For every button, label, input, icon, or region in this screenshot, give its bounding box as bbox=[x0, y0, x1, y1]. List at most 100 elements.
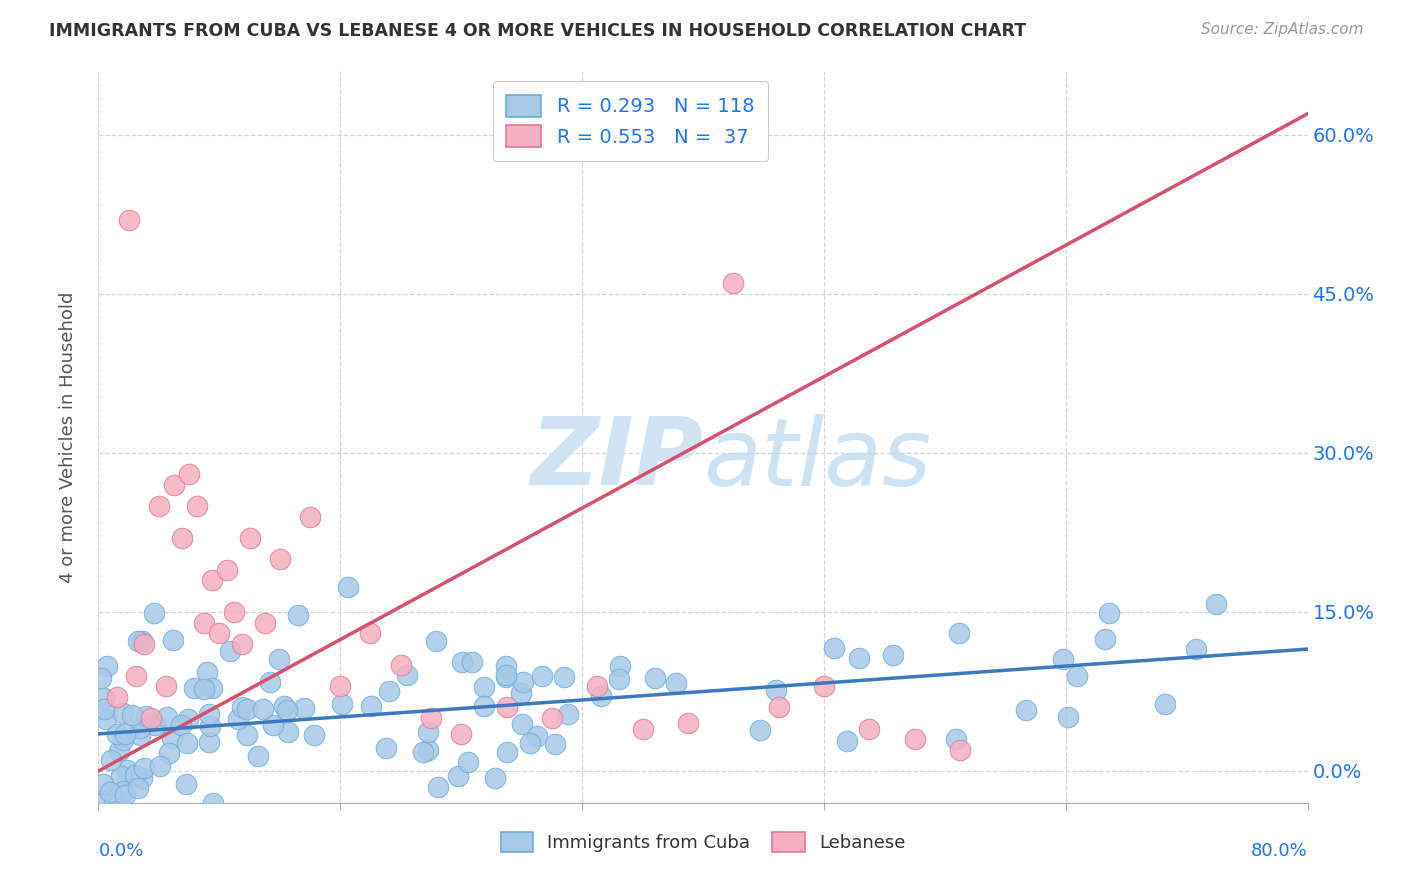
Text: ZIP: ZIP bbox=[530, 413, 703, 505]
Point bbox=[292, 700, 315, 714]
Point bbox=[495, 670, 517, 684]
Point bbox=[148, 499, 170, 513]
Point bbox=[193, 615, 215, 630]
Point bbox=[1153, 697, 1175, 711]
Point bbox=[631, 722, 654, 736]
Point bbox=[418, 725, 440, 739]
Point bbox=[96, 659, 118, 673]
Point bbox=[103, 796, 125, 810]
Point bbox=[509, 686, 531, 700]
Point bbox=[246, 749, 269, 764]
Text: 0.0%: 0.0% bbox=[98, 842, 143, 860]
Point bbox=[208, 626, 231, 640]
Point bbox=[114, 726, 136, 740]
Point bbox=[1094, 632, 1116, 646]
Point bbox=[484, 772, 506, 786]
Point bbox=[609, 659, 631, 673]
Point bbox=[451, 655, 474, 669]
Point bbox=[304, 728, 326, 742]
Legend: Immigrants from Cuba, Lebanese: Immigrants from Cuba, Lebanese bbox=[494, 824, 912, 860]
Point bbox=[132, 637, 155, 651]
Point bbox=[665, 676, 688, 690]
Point bbox=[495, 659, 517, 673]
Point bbox=[553, 670, 575, 684]
Point bbox=[170, 531, 193, 545]
Point bbox=[591, 689, 613, 703]
Point bbox=[882, 648, 904, 662]
Point bbox=[200, 681, 222, 696]
Point bbox=[389, 658, 412, 673]
Point bbox=[337, 580, 360, 594]
Point bbox=[131, 633, 153, 648]
Point bbox=[267, 652, 290, 666]
Point bbox=[112, 784, 135, 798]
Point bbox=[474, 699, 496, 714]
Point bbox=[768, 700, 790, 714]
Point bbox=[586, 679, 609, 693]
Point bbox=[948, 625, 970, 640]
Point bbox=[329, 679, 352, 693]
Point bbox=[472, 680, 495, 694]
Point bbox=[108, 795, 131, 809]
Point bbox=[98, 785, 121, 799]
Point bbox=[215, 563, 238, 577]
Point bbox=[512, 674, 534, 689]
Point bbox=[110, 769, 132, 783]
Point bbox=[195, 665, 218, 679]
Point bbox=[149, 758, 172, 772]
Point bbox=[91, 777, 114, 791]
Point bbox=[201, 573, 224, 587]
Point bbox=[395, 668, 418, 682]
Point bbox=[94, 712, 117, 726]
Point bbox=[131, 771, 153, 785]
Point bbox=[129, 721, 152, 735]
Point bbox=[117, 763, 139, 777]
Point bbox=[108, 744, 131, 758]
Point bbox=[420, 711, 443, 725]
Point bbox=[231, 637, 253, 651]
Point bbox=[198, 735, 221, 749]
Text: Source: ZipAtlas.com: Source: ZipAtlas.com bbox=[1201, 22, 1364, 37]
Point bbox=[510, 717, 533, 731]
Point bbox=[644, 671, 666, 685]
Point bbox=[111, 706, 134, 720]
Point bbox=[259, 675, 281, 690]
Point bbox=[377, 684, 399, 698]
Point bbox=[193, 681, 215, 696]
Point bbox=[813, 679, 835, 693]
Point bbox=[143, 718, 166, 732]
Point bbox=[676, 716, 699, 731]
Point bbox=[183, 681, 205, 696]
Point bbox=[224, 605, 246, 619]
Point bbox=[1205, 597, 1227, 611]
Point bbox=[142, 606, 165, 620]
Point bbox=[236, 728, 259, 742]
Point bbox=[287, 608, 309, 623]
Point bbox=[1066, 669, 1088, 683]
Text: atlas: atlas bbox=[703, 414, 931, 505]
Point bbox=[1052, 652, 1074, 666]
Point bbox=[360, 698, 382, 713]
Point bbox=[236, 702, 259, 716]
Point bbox=[177, 712, 200, 726]
Point bbox=[330, 698, 353, 712]
Point bbox=[226, 712, 249, 726]
Point bbox=[360, 626, 382, 640]
Point bbox=[607, 672, 630, 686]
Point bbox=[858, 722, 880, 736]
Point bbox=[450, 727, 472, 741]
Point bbox=[127, 633, 149, 648]
Point bbox=[197, 706, 219, 721]
Point bbox=[749, 723, 772, 737]
Point bbox=[495, 668, 517, 682]
Point bbox=[121, 708, 143, 723]
Point bbox=[156, 710, 179, 724]
Point bbox=[105, 727, 128, 741]
Point bbox=[848, 651, 870, 665]
Point bbox=[186, 499, 208, 513]
Point bbox=[765, 682, 787, 697]
Point bbox=[531, 669, 554, 683]
Point bbox=[1185, 641, 1208, 656]
Point bbox=[174, 776, 197, 790]
Text: 80.0%: 80.0% bbox=[1251, 842, 1308, 860]
